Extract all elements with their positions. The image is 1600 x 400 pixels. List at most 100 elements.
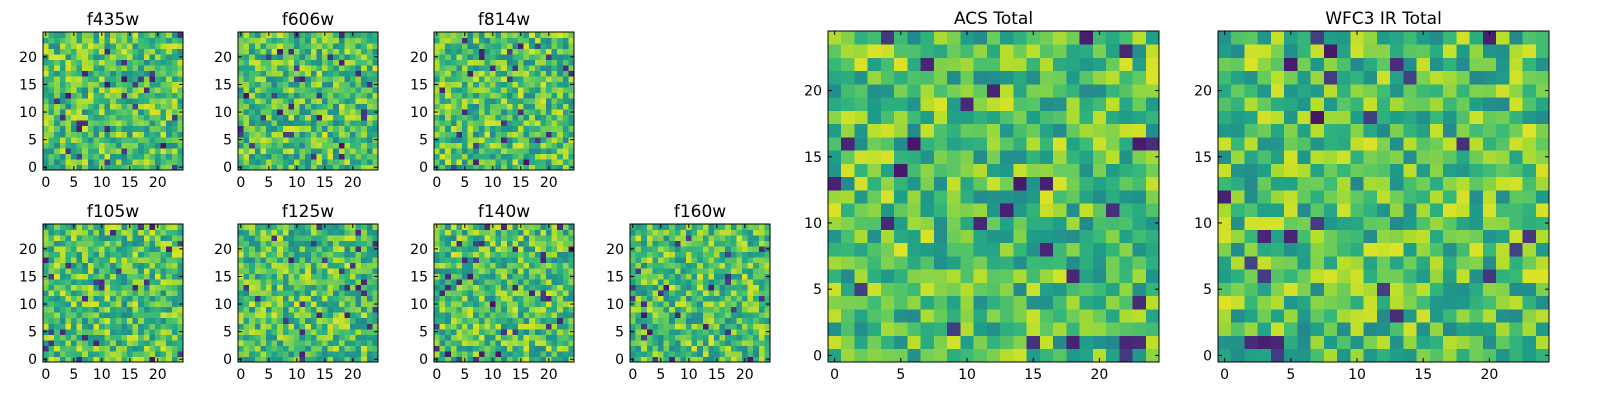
heatmap-cell	[445, 229, 452, 236]
heatmap-cell	[758, 339, 765, 346]
heatmap-cell	[366, 317, 373, 324]
heatmap-cell	[71, 43, 77, 49]
heatmap-cell	[138, 328, 145, 335]
y-tick-label: 5	[28, 133, 37, 149]
heatmap-cell	[568, 92, 575, 99]
heatmap-cell	[143, 240, 150, 247]
heatmap-cell	[473, 76, 480, 83]
heatmap-cell	[266, 76, 272, 83]
heatmap-cell	[243, 312, 250, 319]
heatmap-cell	[54, 37, 61, 44]
heatmap-cell	[646, 306, 653, 313]
heatmap-cell	[338, 323, 345, 330]
heatmap-cell	[680, 317, 687, 324]
heatmap-cell	[350, 334, 356, 341]
heatmap-cell	[730, 235, 737, 241]
heatmap-cell	[366, 273, 373, 280]
heatmap-cell	[562, 54, 569, 60]
heatmap-cell	[93, 131, 100, 138]
heatmap-cell	[254, 153, 261, 160]
heatmap-cell	[478, 306, 485, 313]
heatmap-cell	[355, 158, 362, 165]
heatmap-cell	[260, 54, 267, 60]
heatmap-cell	[76, 59, 83, 66]
heatmap-cell	[529, 229, 536, 236]
heatmap-cell	[288, 295, 295, 302]
heatmap-cell	[540, 350, 547, 357]
heatmap-cell	[646, 345, 653, 352]
heatmap-cell	[933, 269, 948, 283]
heatmap-cell	[266, 339, 272, 346]
heatmap-cell	[271, 125, 278, 132]
heatmap-cell	[828, 150, 842, 164]
heatmap-cell	[568, 147, 575, 154]
heatmap-cell	[529, 59, 536, 66]
heatmap-cell	[534, 92, 541, 99]
heatmap-cell	[512, 356, 519, 363]
heatmap-cell	[177, 65, 184, 72]
heatmap-cell	[305, 114, 312, 121]
heatmap-cell	[1000, 242, 1014, 257]
heatmap-cell	[327, 114, 334, 121]
heatmap-cell	[551, 147, 558, 154]
heatmap-cell	[523, 317, 530, 324]
heatmap-cell	[121, 268, 128, 275]
heatmap-cell	[534, 109, 541, 116]
heatmap-cell	[99, 136, 105, 143]
heatmap-cell	[333, 76, 340, 83]
heatmap-cell	[450, 158, 457, 165]
heatmap-cell	[366, 136, 373, 143]
heatmap-cell	[115, 334, 122, 341]
heatmap-cell	[355, 356, 362, 363]
heatmap-cell	[462, 65, 468, 72]
heatmap-cell	[344, 323, 351, 330]
heatmap-cell	[490, 87, 496, 94]
heatmap-cell	[947, 242, 961, 257]
heatmap-cell	[534, 334, 541, 341]
heatmap-cell	[933, 335, 948, 350]
heatmap-cell	[473, 147, 480, 154]
heatmap-cell	[960, 322, 975, 336]
heatmap-cell	[355, 350, 362, 357]
heatmap-cell	[316, 70, 323, 77]
heatmap-cell	[1053, 282, 1067, 297]
heatmap-cell	[110, 164, 117, 171]
heatmap-cell	[322, 301, 328, 308]
heatmap-cell	[59, 32, 66, 38]
heatmap-cell	[568, 224, 575, 230]
heatmap-cell	[630, 229, 636, 236]
heatmap-cell	[730, 295, 737, 302]
heatmap-cell	[841, 269, 855, 283]
heatmap-cell	[271, 317, 278, 324]
heatmap-cell	[155, 262, 161, 269]
heatmap-cell	[82, 279, 89, 286]
heatmap-cell	[87, 92, 94, 99]
heatmap-cell	[266, 328, 272, 335]
heatmap-cell	[115, 339, 122, 346]
heatmap-cell	[305, 70, 312, 77]
heatmap-cell	[299, 125, 306, 132]
heatmap-cell	[93, 59, 100, 66]
heatmap-cell	[562, 350, 569, 357]
heatmap-cell	[462, 81, 468, 88]
heatmap-cell	[366, 323, 373, 330]
heatmap-cell	[652, 345, 659, 352]
heatmap-cell	[546, 350, 552, 357]
heatmap-cell	[534, 279, 541, 286]
heatmap-cell	[467, 98, 474, 105]
heatmap-cell	[708, 323, 715, 330]
heatmap-cell	[305, 65, 312, 72]
heatmap-cell	[456, 229, 463, 236]
heatmap-cell	[310, 229, 317, 236]
heatmap-cell	[299, 131, 306, 138]
heatmap-cell	[512, 147, 519, 154]
heatmap-cell	[495, 43, 502, 49]
heatmap-cell	[691, 312, 698, 319]
heatmap-cell	[456, 109, 463, 116]
heatmap-cell	[277, 273, 284, 280]
heatmap-cell	[730, 240, 737, 247]
heatmap-cell	[266, 87, 272, 94]
heatmap-cell	[294, 37, 300, 44]
heatmap-cell	[288, 87, 295, 94]
heatmap-cell	[736, 334, 743, 341]
